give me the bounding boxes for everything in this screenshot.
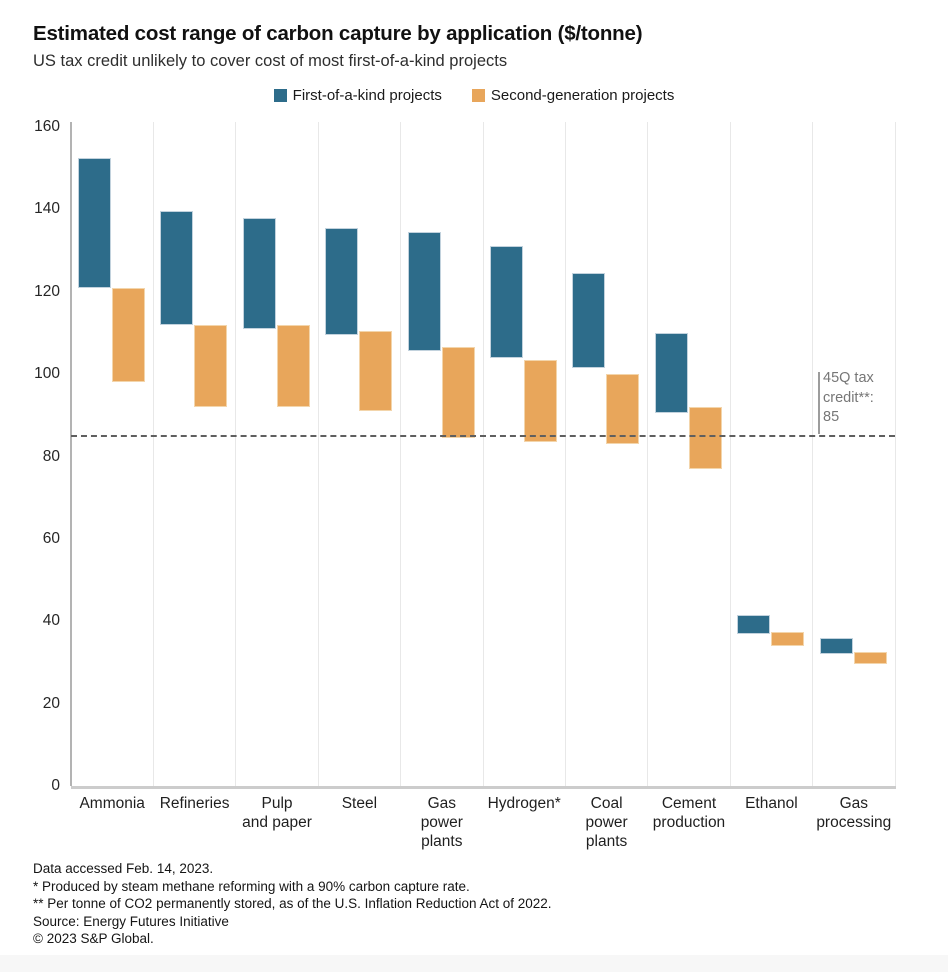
bar-first-of-a-kind-projects-gas-processing (819, 637, 853, 655)
bottom-edge-strip (0, 955, 948, 972)
x-category-label-ammonia: Ammonia (79, 795, 145, 812)
bar-second-generation-projects-ammonia (112, 287, 145, 383)
bar-second-generation-projects-refineries (194, 324, 228, 408)
chart-title: Estimated cost range of carbon capture b… (33, 22, 643, 45)
bar-first-of-a-kind-projects-ammonia (78, 157, 111, 288)
footnote-45q-double-asterisk: ** Per tonne of CO2 permanently stored, … (33, 896, 552, 911)
y-tick-label: 160 (34, 118, 60, 135)
gridline (152, 122, 154, 786)
bar-second-generation-projects-ethanol (771, 631, 805, 646)
bar-second-generation-projects-gas-processing (853, 652, 887, 665)
x-category-label-coal-power-plants: Coal power plants (585, 795, 628, 850)
footnote-data-accessed: Data accessed Feb. 14, 2023. (33, 861, 214, 876)
annotation-line-1: 45Q tax (823, 370, 874, 386)
bar-first-of-a-kind-projects-pulp-and-paper (242, 217, 276, 329)
bar-first-of-a-kind-projects-steel (325, 227, 359, 335)
footnote-source: Source: Energy Futures Initiative (33, 913, 229, 929)
bar-second-generation-projects-gas-power-plants (441, 347, 475, 438)
y-tick-label: 0 (51, 777, 60, 794)
bar-first-of-a-kind-projects-refineries (160, 211, 194, 325)
footnotes: Data accessed Feb. 14, 2023. * Produced … (33, 860, 552, 948)
bar-second-generation-projects-pulp-and-paper (276, 324, 310, 408)
x-category-label-hydrogen: Hydrogen* (487, 795, 561, 812)
gridline (482, 122, 484, 786)
y-axis-line (70, 122, 72, 786)
chart-legend: First-of-a-kind projects Second-generati… (0, 87, 948, 104)
annotation-line-3: 85 (823, 409, 840, 425)
legend-swatch-second-generation-icon (471, 89, 485, 102)
y-tick-label: 140 (34, 200, 60, 218)
gridline (812, 122, 814, 786)
reference-line-45q (71, 434, 895, 437)
x-category-label-ethanol: Ethanol (745, 795, 798, 812)
annotation-line-2: credit**: (823, 389, 874, 406)
bar-second-generation-projects-coal-power-plants (606, 374, 640, 445)
bar-first-of-a-kind-projects-hydrogen (490, 246, 523, 358)
x-axis-line (71, 786, 896, 789)
legend-label-first-of-a-kind: First-of-a-kind projects (292, 87, 442, 104)
x-category-label-steel: Steel (341, 795, 378, 812)
gridline (400, 122, 402, 786)
x-category-label-gas-processing: Gas processing (816, 795, 892, 831)
legend-item-first-of-a-kind: First-of-a-kind projects (273, 87, 442, 104)
chart-subtitle: US tax credit unlikely to cover cost of … (33, 52, 508, 70)
gridline (729, 122, 731, 786)
y-tick-label: 100 (34, 365, 60, 383)
x-category-label-refineries: Refineries (159, 795, 230, 812)
gridline (317, 122, 319, 786)
x-category-label-cement-production: Cement production (652, 795, 726, 831)
y-tick-label: 120 (34, 282, 60, 300)
bar-first-of-a-kind-projects-gas-power-plants (407, 232, 441, 352)
y-tick-label: 40 (42, 612, 60, 630)
gridline (894, 122, 896, 786)
gridline (235, 122, 237, 786)
gridline (647, 122, 649, 786)
y-tick-label: 20 (42, 694, 60, 712)
y-tick-label: 80 (42, 447, 60, 465)
bar-second-generation-projects-cement-production (688, 407, 722, 469)
bar-first-of-a-kind-projects-cement-production (654, 332, 688, 414)
bar-first-of-a-kind-projects-coal-power-plants (572, 273, 606, 368)
reference-line-annotation: 45Q tax credit**: 85 (823, 369, 913, 428)
legend-item-second-generation: Second-generation projects (471, 87, 675, 104)
bar-second-generation-projects-hydrogen (524, 359, 557, 443)
footnote-hydrogen-asterisk: * Produced by steam methane reforming wi… (33, 878, 470, 894)
gridline (564, 122, 566, 786)
bar-first-of-a-kind-projects-ethanol (737, 615, 771, 634)
footnote-copyright: © 2023 S&P Global. (33, 931, 154, 946)
annotation-connector-line (818, 372, 820, 434)
legend-label-second-generation: Second-generation projects (490, 87, 675, 104)
y-tick-label: 60 (42, 529, 60, 547)
legend-swatch-first-of-a-kind-icon (273, 89, 287, 102)
bar-second-generation-projects-steel (359, 330, 393, 412)
x-category-label-pulp-and-paper: Pulp and paper (242, 795, 312, 831)
x-category-label-gas-power-plants: Gas power plants (420, 795, 463, 850)
